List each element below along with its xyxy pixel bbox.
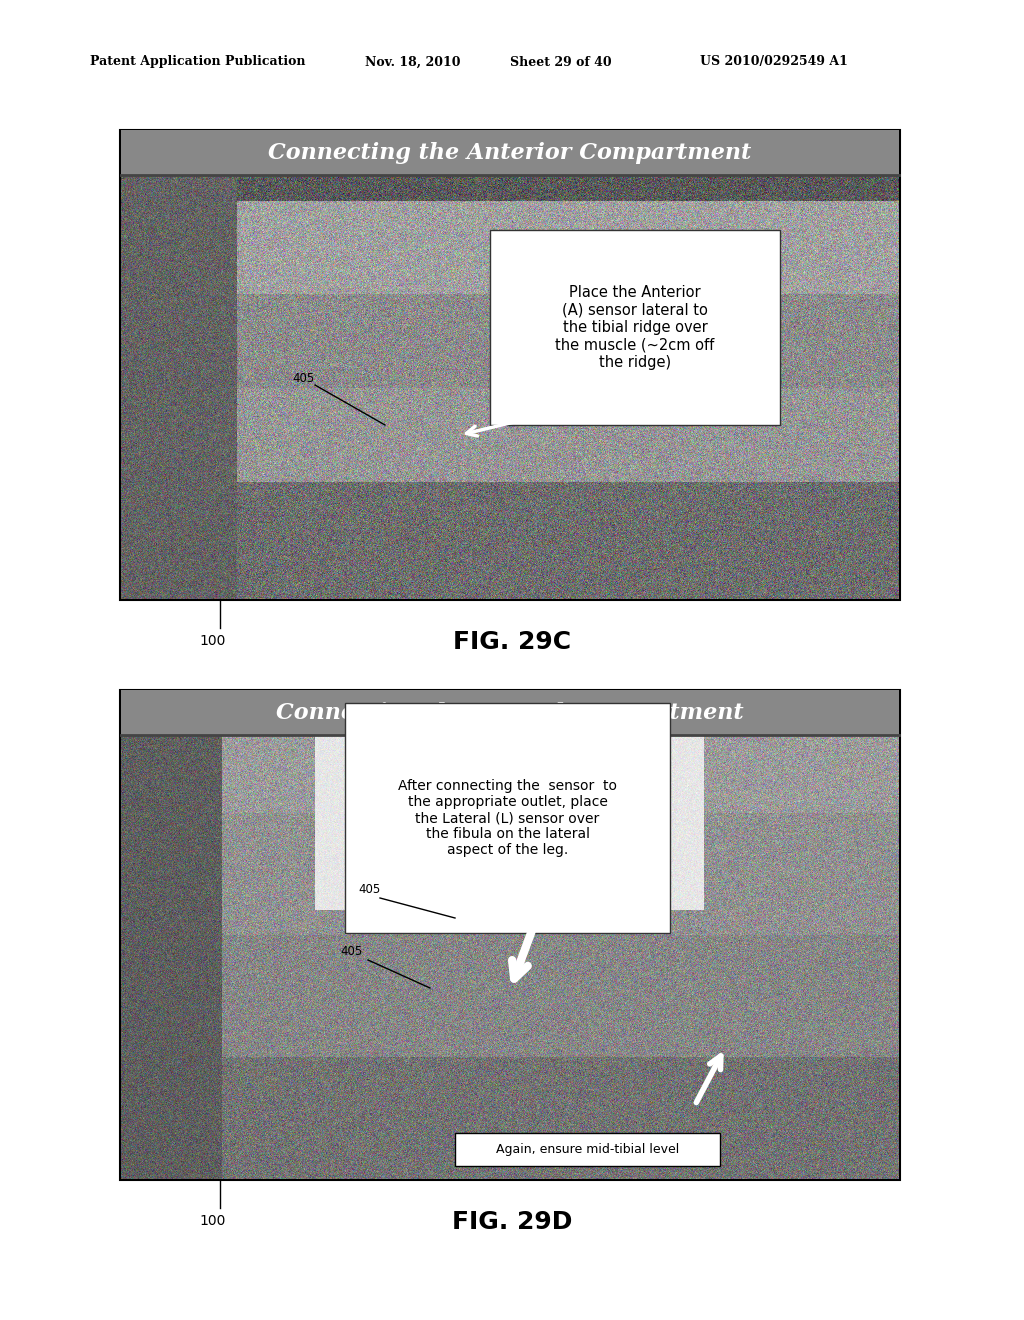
FancyBboxPatch shape (455, 1133, 720, 1166)
FancyBboxPatch shape (120, 129, 900, 601)
Text: Connecting the Anterior Compartment: Connecting the Anterior Compartment (268, 141, 752, 164)
FancyBboxPatch shape (121, 129, 899, 176)
Text: Again, ensure mid-tibial level: Again, ensure mid-tibial level (496, 1143, 679, 1156)
Text: Sheet 29 of 40: Sheet 29 of 40 (510, 55, 611, 69)
FancyBboxPatch shape (120, 690, 900, 1180)
Text: After connecting the  sensor  to
the appropriate outlet, place
the Lateral (L) s: After connecting the sensor to the appro… (398, 779, 617, 858)
Text: 100: 100 (200, 1214, 226, 1228)
Text: Nov. 18, 2010: Nov. 18, 2010 (365, 55, 461, 69)
Text: FIG. 29C: FIG. 29C (453, 630, 571, 653)
FancyBboxPatch shape (490, 230, 780, 425)
FancyBboxPatch shape (121, 690, 899, 735)
Text: 405: 405 (292, 372, 314, 385)
Text: 405: 405 (340, 945, 362, 958)
Text: US 2010/0292549 A1: US 2010/0292549 A1 (700, 55, 848, 69)
Text: 405: 405 (358, 883, 380, 896)
Text: Connecting the Lateral Compartment: Connecting the Lateral Compartment (276, 701, 743, 723)
Text: FIG. 29D: FIG. 29D (452, 1210, 572, 1234)
FancyBboxPatch shape (345, 704, 670, 933)
Text: 100: 100 (200, 634, 226, 648)
Text: Place the Anterior
(A) sensor lateral to
the tibial ridge over
the muscle (~2cm : Place the Anterior (A) sensor lateral to… (555, 285, 715, 370)
Text: Patent Application Publication: Patent Application Publication (90, 55, 305, 69)
